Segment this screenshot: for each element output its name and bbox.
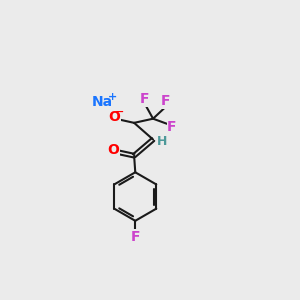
Text: F: F <box>130 230 140 244</box>
Text: Na: Na <box>92 95 113 109</box>
Text: O: O <box>107 143 119 157</box>
Text: F: F <box>140 92 150 106</box>
Text: O: O <box>108 110 120 124</box>
Text: −: − <box>115 107 124 117</box>
Text: +: + <box>107 92 117 102</box>
Text: H: H <box>157 135 167 148</box>
Text: F: F <box>161 94 170 108</box>
Text: F: F <box>167 121 177 134</box>
